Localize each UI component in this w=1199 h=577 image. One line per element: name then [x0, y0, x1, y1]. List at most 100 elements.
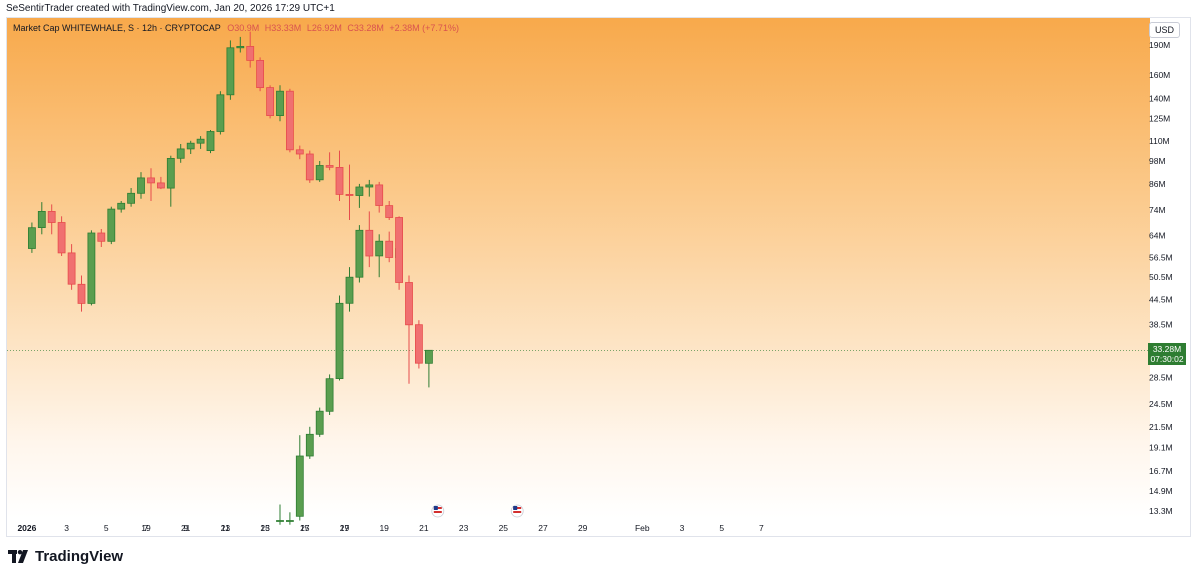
x-axis-label: 7 — [144, 523, 149, 533]
symbol-name[interactable]: Market Cap WHITEWHALE, S · 12h · CRYPTOC… — [13, 23, 221, 33]
legend-change: +2.38M (+7.71%) — [389, 23, 459, 33]
candle-down — [156, 182, 165, 189]
candle-up — [216, 94, 225, 132]
candle-up — [315, 410, 324, 435]
candle-up — [186, 142, 195, 150]
y-axis-label: 24.5M — [1149, 399, 1173, 409]
candle-up — [335, 302, 344, 379]
y-axis-label: 110M — [1149, 136, 1170, 146]
chart-area[interactable]: Market Cap WHITEWHALE, S · 12h · CRYPTOC… — [6, 17, 1191, 537]
candle-up — [87, 232, 96, 304]
us-flag-icon-canton — [513, 506, 518, 510]
candle-up — [276, 90, 284, 116]
y-axis-label: 74M — [1149, 205, 1166, 215]
candle-down — [375, 184, 384, 206]
candle-up — [345, 276, 354, 304]
x-axis-label: 27 — [538, 523, 548, 533]
currency-button[interactable]: USD — [1148, 22, 1180, 38]
candle-up — [295, 455, 304, 517]
y-axis-label: 16.7M — [1149, 466, 1173, 476]
candle-up — [166, 157, 175, 189]
y-axis-label: 50.5M — [1149, 272, 1173, 282]
y-axis-label: 86M — [1149, 179, 1166, 189]
candle-down — [414, 324, 423, 364]
candle-up — [226, 47, 235, 96]
y-axis-label: 56.5M — [1149, 253, 1173, 263]
chart-attribution: SeSentirTrader created with TradingView.… — [6, 3, 335, 14]
candle-up — [365, 184, 374, 188]
x-axis-label: 17 — [340, 523, 350, 533]
candle-up — [107, 208, 116, 242]
candle-down — [256, 60, 265, 89]
brand-name: TradingView — [35, 548, 124, 565]
x-axis-label: 5 — [719, 523, 724, 533]
y-axis-label: 21.5M — [1149, 422, 1173, 432]
us-flag-icon-canton — [433, 506, 438, 510]
x-axis-label: 19 — [379, 523, 389, 533]
legend-open: O30.9M — [227, 23, 260, 33]
x-axis-label: 21 — [419, 523, 429, 533]
x-axis-label: 25 — [260, 523, 270, 533]
x-axis-label: 21 — [181, 523, 191, 533]
tradingview-branding[interactable]: TradingView — [8, 548, 123, 565]
y-axis-label: 19.1M — [1149, 443, 1173, 453]
y-axis-label: 44.5M — [1149, 294, 1173, 304]
candlestick-chart: 190M 160M 140M 125M 110M 98M 86M 74M 64M 56.5M 50.… — [7, 31, 1173, 533]
x-axis-label: 29 — [340, 523, 350, 533]
us-flag-icon-stripe — [513, 511, 522, 513]
chart-background — [7, 18, 1150, 518]
candle-up — [117, 202, 126, 210]
y-axis-label: 190M — [1149, 40, 1170, 50]
candle-up — [355, 229, 364, 278]
candle-down — [57, 222, 66, 254]
candle-down — [246, 45, 255, 61]
us-flag-icon-stripe — [433, 511, 442, 513]
candle-up — [176, 148, 185, 159]
candle-down — [395, 217, 404, 283]
x-axis-label: 25 — [499, 523, 509, 533]
candle-up — [424, 349, 433, 364]
x-axis-label: 23 — [221, 523, 231, 533]
candle-up — [137, 177, 145, 194]
y-axis-label: 64M — [1149, 231, 1166, 241]
y-axis-label: 13.3M — [1149, 506, 1173, 516]
x-axis-label: 13 — [260, 523, 270, 533]
x-axis-label: 3 — [680, 523, 685, 533]
candle-up — [196, 138, 205, 144]
legend-close: C33.28M — [347, 23, 384, 33]
candle-down — [325, 165, 334, 168]
candle-down — [385, 205, 394, 218]
candle-down — [147, 177, 155, 184]
x-axis-label: 27 — [300, 523, 310, 533]
bar-countdown: 07:30:02 — [1150, 354, 1184, 365]
x-axis-label: 11 — [221, 523, 230, 533]
last-price-value: 33.28M — [1152, 344, 1182, 355]
candle-up — [305, 433, 314, 457]
candle-down — [365, 229, 374, 257]
x-axis-label: 5 — [104, 523, 109, 533]
candle-down — [285, 90, 294, 151]
legend-high: H33.33M — [264, 23, 302, 33]
symbol-legend: Market Cap WHITEWHALE, S · 12h · CRYPTOC… — [13, 23, 459, 33]
y-axis-label: 38.5M — [1149, 320, 1173, 330]
candle-down — [77, 283, 86, 304]
y-axis-label: 14.9M — [1149, 486, 1173, 496]
x-axis-label: 15 — [300, 523, 310, 533]
candle-up — [325, 378, 334, 412]
y-axis-label: 98M — [1149, 156, 1166, 166]
candle-down — [47, 210, 56, 223]
candle-up — [236, 45, 245, 49]
y-axis-label: 140M — [1149, 94, 1170, 104]
x-axis-label: 7 — [759, 523, 764, 533]
x-axis-label: 23 — [459, 523, 469, 533]
candle-down — [295, 149, 304, 155]
candle-down — [67, 252, 76, 285]
candle-down — [405, 282, 413, 326]
candle-up — [355, 186, 364, 196]
candle-up — [37, 210, 46, 228]
candle-down — [266, 87, 275, 116]
candle-up — [315, 165, 324, 181]
candle-down — [345, 193, 354, 196]
y-axis-label: 160M — [1149, 70, 1170, 80]
x-axis-label: 3 — [64, 523, 69, 533]
